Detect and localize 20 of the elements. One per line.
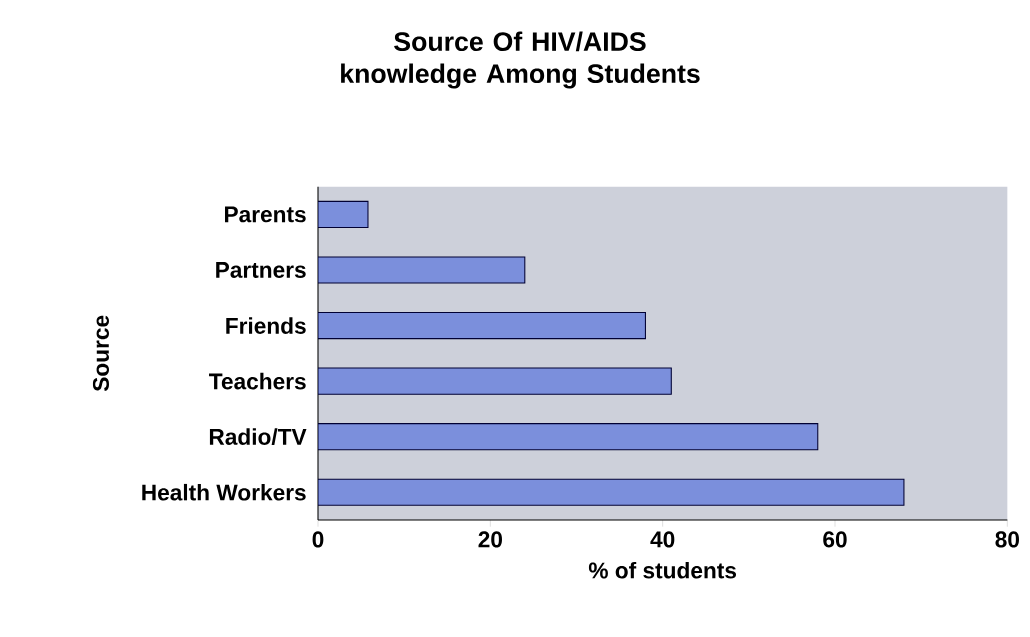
bar (318, 256, 526, 284)
x-tick-label: 20 (478, 531, 502, 548)
y-tick-label: Partners (216, 262, 306, 278)
y-tick-label: Health Workers (142, 483, 306, 501)
bar (318, 423, 819, 451)
x-tick-label: 40 (650, 531, 675, 548)
x-axis-title: % of students (588, 561, 737, 579)
y-tick-label: Radio/TV (209, 428, 307, 446)
bar (318, 478, 905, 506)
x-tick-label: 60 (823, 531, 847, 548)
bar (318, 311, 646, 340)
x-tick-label: 0 (312, 531, 324, 548)
y-tick-label: Parents (225, 206, 306, 223)
x-tick-label: 80 (995, 531, 1019, 548)
bar (318, 200, 369, 229)
y-axis-title: Source (92, 315, 109, 392)
y-tick-label: Teachers (209, 372, 306, 390)
chart-title: Source Of HIV/AIDS knowledge Among Students (341, 31, 700, 89)
y-tick-label: Friends (226, 317, 306, 334)
bar (318, 367, 672, 395)
